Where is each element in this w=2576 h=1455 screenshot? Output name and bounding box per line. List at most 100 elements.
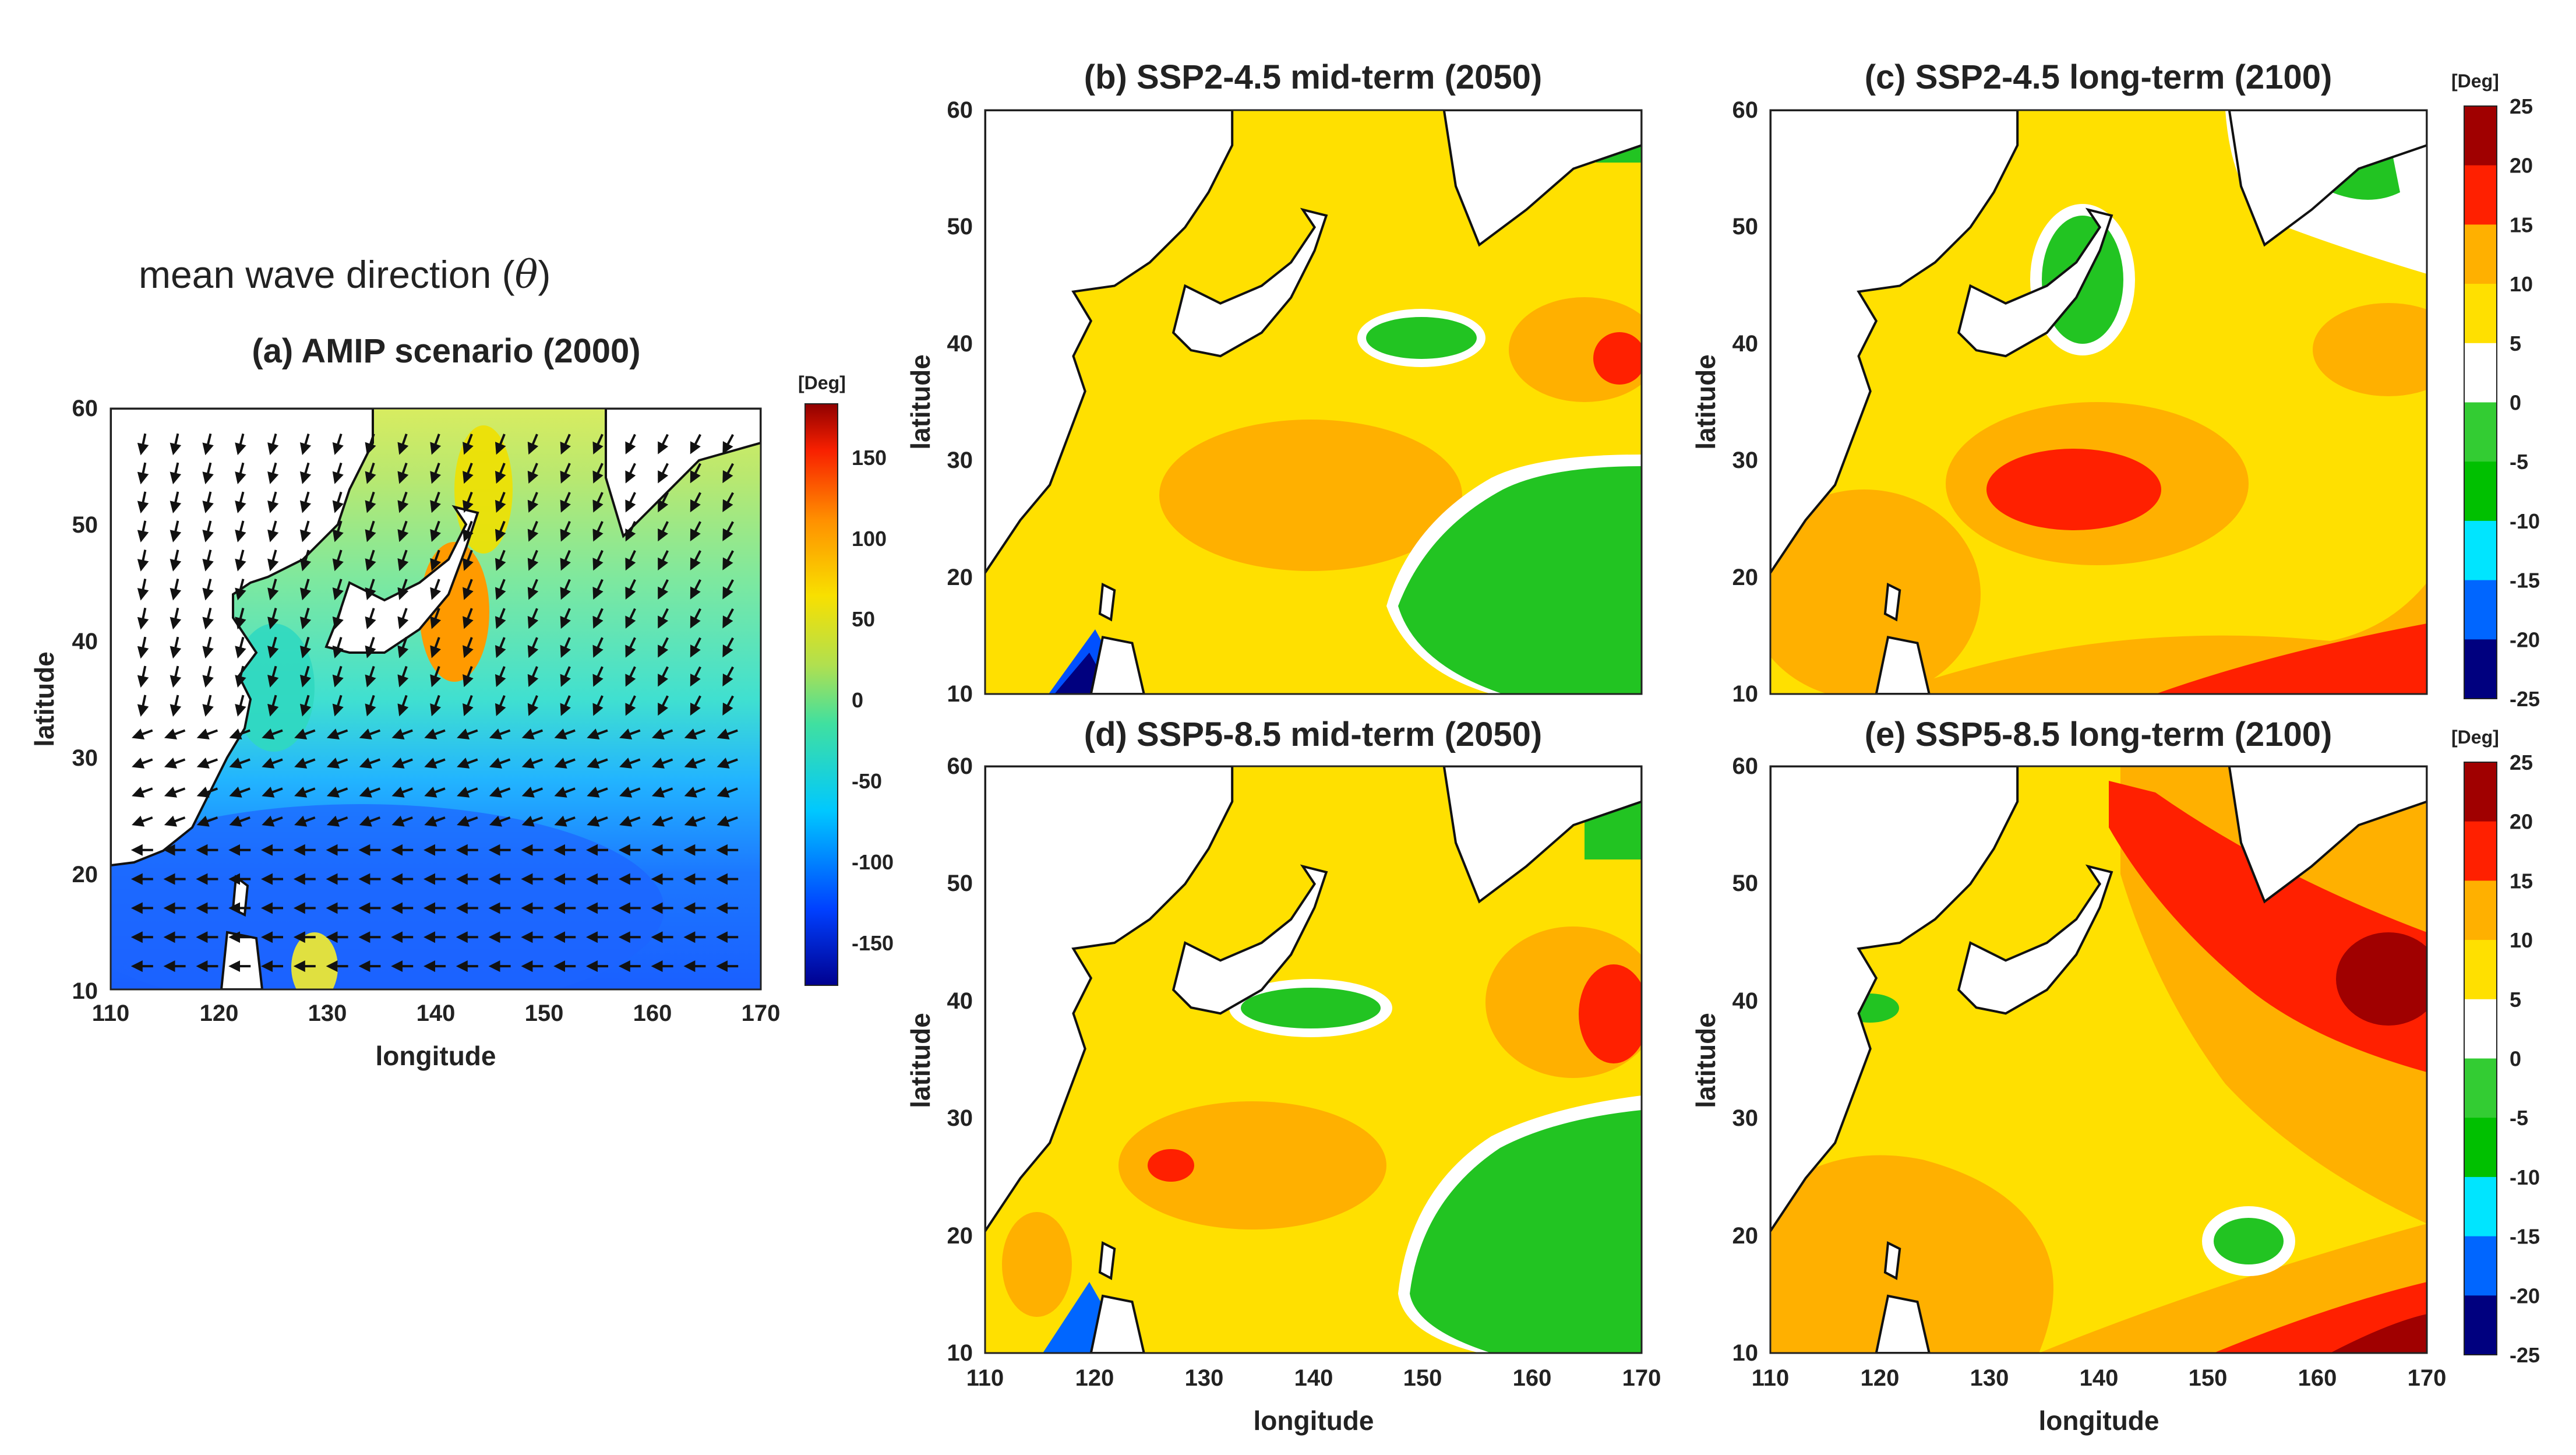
cb-tick: 25	[2510, 94, 2533, 118]
wave-arrow	[332, 579, 344, 601]
panel-a-map	[111, 408, 761, 989]
wave-arrow	[170, 607, 182, 630]
japan	[1957, 864, 2113, 1015]
wave-arrow	[365, 520, 376, 542]
wave-arrow	[267, 695, 279, 717]
kamchatka	[605, 408, 761, 538]
japan	[1171, 207, 1328, 358]
xtick: 160	[2298, 1365, 2337, 1391]
wave-arrow	[202, 549, 214, 572]
wave-arrow	[365, 434, 376, 455]
wave-arrow	[424, 728, 446, 740]
wave-arrow	[424, 786, 446, 798]
wave-arrow	[554, 815, 576, 827]
wave-arrow	[365, 462, 376, 484]
wave-arrow	[299, 491, 312, 513]
wave-arrow	[430, 463, 442, 484]
panel-b-region-east-core	[1593, 332, 1642, 385]
wave-arrow	[299, 433, 312, 455]
panel-d-region-east-core	[1579, 964, 1642, 1063]
xtick: 170	[1622, 1365, 1661, 1391]
ytick: 50	[1732, 214, 1759, 239]
wave-arrow	[489, 815, 511, 827]
wave-arrow	[587, 758, 608, 769]
colorbar-block	[2464, 284, 2497, 344]
wave-arrow	[164, 786, 186, 798]
wave-arrow	[495, 666, 506, 688]
wave-arrow	[359, 728, 381, 740]
wave-arrow	[625, 579, 636, 600]
wave-arrow	[359, 758, 381, 769]
xtick: 140	[417, 1000, 456, 1026]
wave-arrow	[658, 434, 669, 455]
panel-c-colorbar: [Deg] 25 20 15 10 5 0 -5 -10 -15 -20 -25	[2451, 71, 2540, 711]
ytick: 20	[72, 862, 98, 887]
wave-arrow	[463, 666, 474, 688]
wave-arrow	[391, 728, 413, 740]
wave-arrow	[690, 695, 701, 716]
wave-arrow	[137, 665, 149, 688]
wave-arrow	[137, 607, 149, 630]
wave-arrow	[625, 666, 636, 687]
wave-arrow	[560, 549, 571, 571]
wave-arrow	[299, 608, 312, 630]
wave-arrow	[359, 786, 381, 798]
wave-arrow	[326, 758, 348, 769]
wave-arrow	[332, 491, 344, 513]
ytick: 10	[1732, 1340, 1759, 1366]
ytick: 20	[1732, 565, 1759, 590]
wave-arrow	[619, 815, 641, 827]
wave-arrow	[430, 579, 442, 600]
xtick: 150	[1403, 1365, 1442, 1391]
wave-arrow	[463, 463, 474, 484]
wave-arrow	[170, 579, 182, 601]
wave-arrow	[717, 758, 738, 769]
wave-arrow	[592, 637, 604, 658]
panel-a: (a) AMIP scenario (2000) 60 50 40 30 20	[29, 332, 894, 1071]
colorbar-block	[2464, 165, 2497, 225]
wave-arrow	[722, 521, 734, 541]
cb-tick: 100	[852, 527, 887, 551]
taiwan	[1098, 1241, 1116, 1280]
colorbar-block	[2464, 821, 2497, 881]
wave-arrow	[495, 637, 506, 658]
cb-tick: -15	[2510, 569, 2540, 593]
wave-arrow	[722, 550, 734, 570]
wave-arrow	[489, 786, 511, 798]
wave-arrow	[170, 636, 182, 659]
xtick: 120	[1075, 1365, 1114, 1391]
wave-arrow	[690, 579, 701, 600]
wave-arrow	[262, 728, 283, 740]
xtick: 160	[1513, 1365, 1552, 1391]
panel-c-frame	[1769, 109, 2428, 695]
wave-arrow	[489, 758, 511, 769]
taiwan	[1098, 582, 1116, 622]
wave-arrow	[267, 433, 279, 456]
wave-arrow	[365, 665, 376, 688]
philippines	[220, 931, 264, 989]
colorbar-block	[2464, 880, 2497, 940]
cb-tick: 15	[2510, 213, 2533, 237]
wave-arrow	[495, 579, 506, 600]
wave-arrow	[424, 815, 446, 827]
panel-b-frame	[984, 109, 1643, 695]
ytick: 40	[947, 988, 973, 1014]
wave-arrow	[137, 695, 149, 717]
wave-arrow	[137, 433, 149, 456]
wave-arrow	[262, 815, 283, 827]
wave-arrow	[651, 786, 673, 798]
wave-arrow	[332, 636, 344, 658]
panel-a-arrows	[130, 433, 739, 973]
panel-b-title: (b) SSP2-4.5 mid-term (2050)	[1084, 58, 1542, 96]
wave-arrow	[332, 608, 344, 629]
wave-arrow	[560, 637, 571, 658]
colorbar-block	[2464, 1176, 2497, 1237]
wave-arrow	[235, 665, 246, 688]
ytick: 10	[72, 978, 98, 1004]
xtick: 120	[200, 1000, 239, 1026]
wave-arrow	[658, 463, 669, 484]
wave-arrow	[170, 695, 182, 717]
wave-arrow	[722, 492, 734, 513]
wave-arrow	[690, 434, 701, 455]
wave-arrow	[430, 434, 442, 455]
